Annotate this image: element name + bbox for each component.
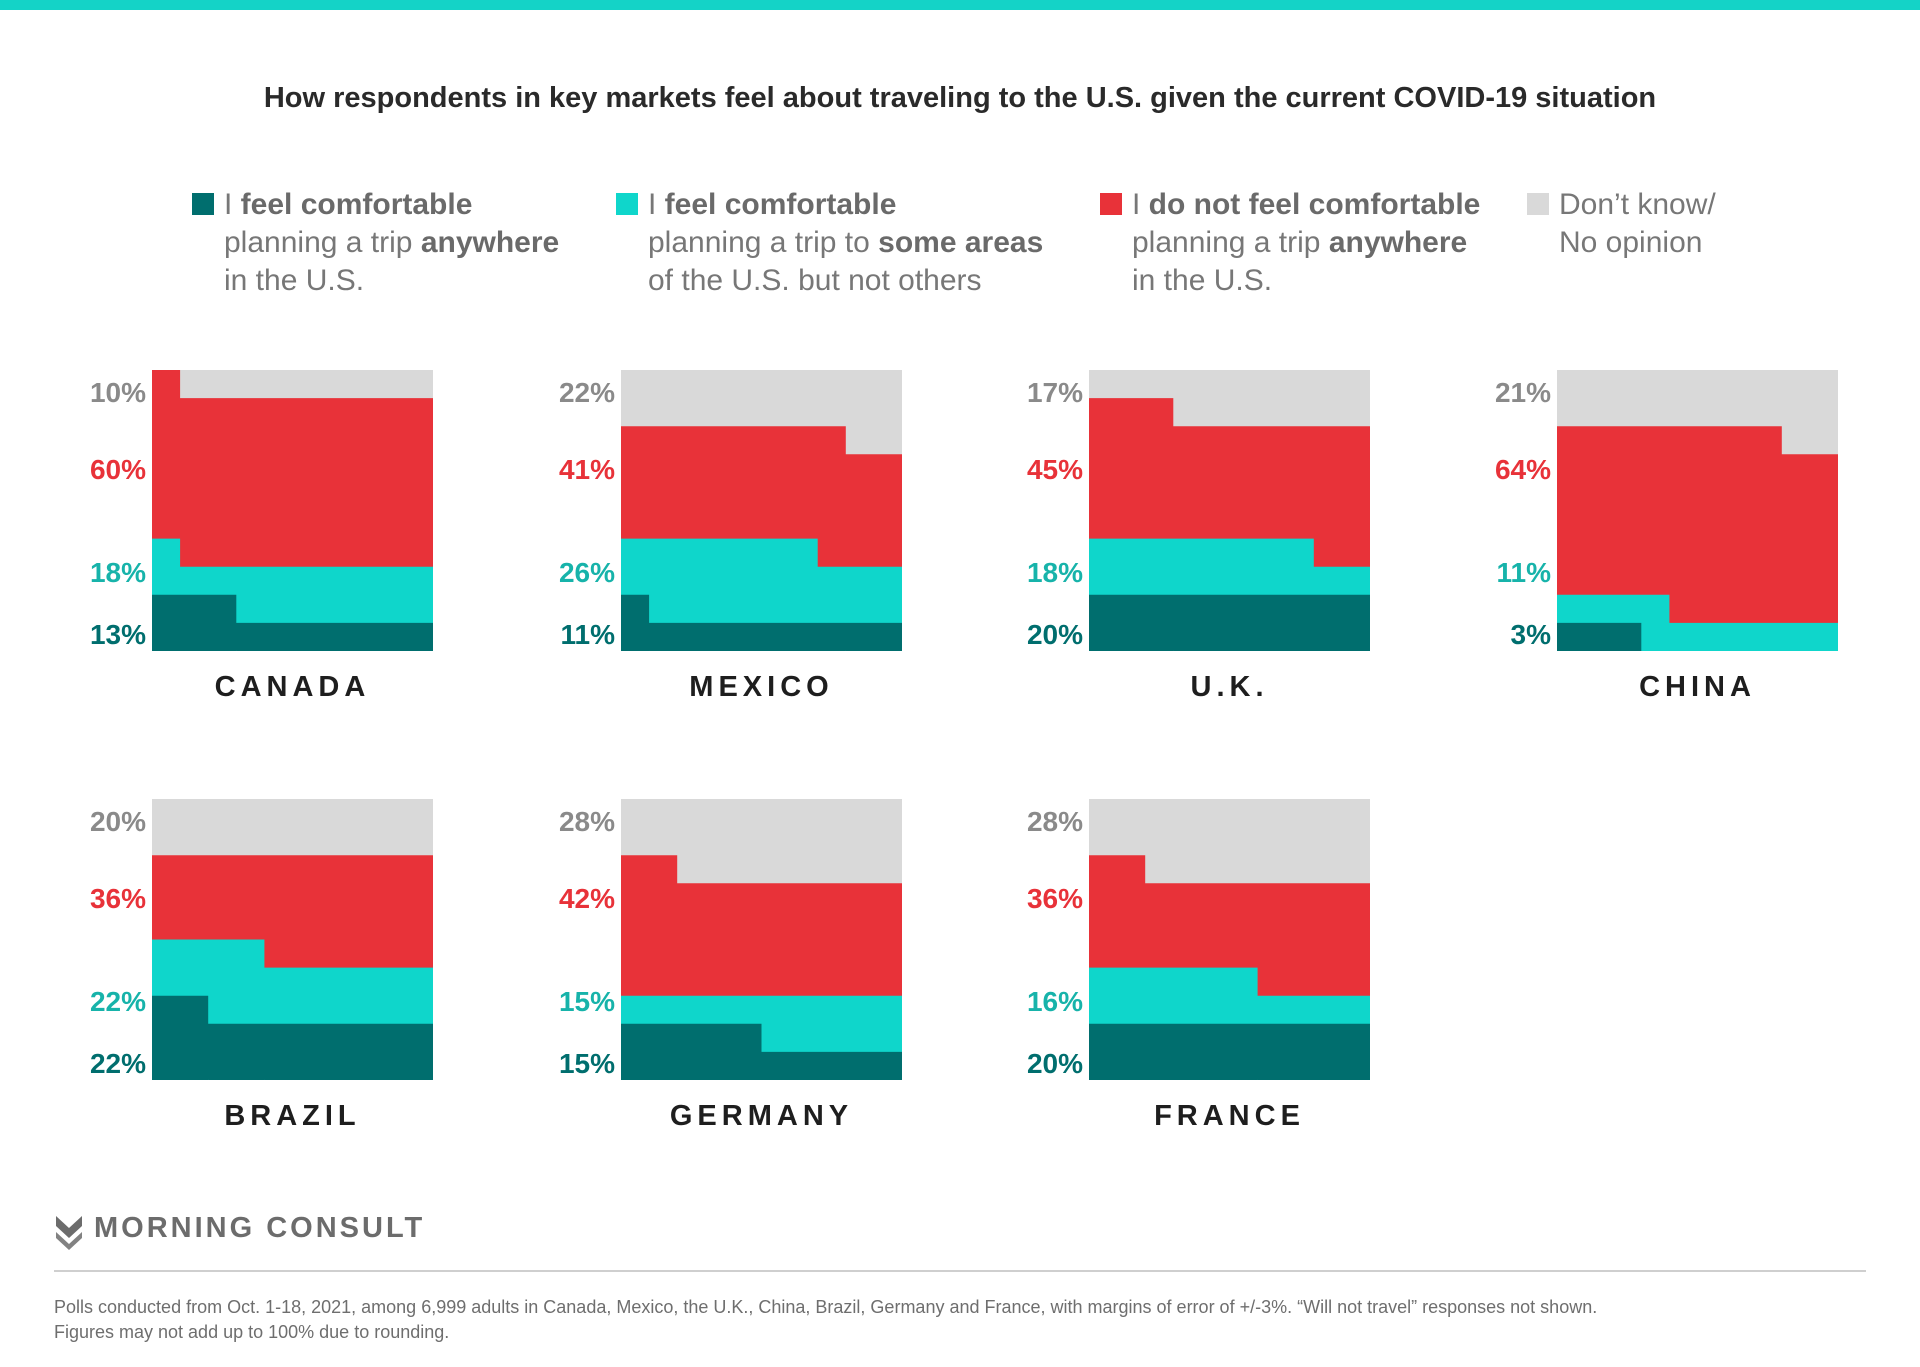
legend-label: Don’t know/No opinion <box>1559 188 1716 259</box>
panel-canada: 13% 18% 60% 10% CANADA <box>90 370 433 703</box>
value-label: 64% <box>1495 454 1551 485</box>
value-label: 20% <box>90 806 146 837</box>
value-label: 13% <box>90 619 146 650</box>
value-label: 10% <box>90 377 146 408</box>
panel-mexico: 11% 26% 41% 22% MEXICO <box>559 370 902 703</box>
area-anywhere <box>152 594 433 651</box>
value-label: 16% <box>1027 986 1083 1017</box>
area-anywhere <box>1089 594 1370 651</box>
panel-france: 20% 16% 36% 28% FRANCE <box>1027 799 1370 1132</box>
value-label: 28% <box>559 806 615 837</box>
legend-label: I feel comfortable planning a trip anywhe… <box>224 188 560 297</box>
legend-swatch-not <box>1100 193 1122 215</box>
value-label: 18% <box>1027 557 1083 588</box>
value-label: 26% <box>559 557 615 588</box>
value-label: 60% <box>90 454 146 485</box>
value-label: 22% <box>90 1048 146 1079</box>
area-anywhere <box>152 995 433 1080</box>
area-anywhere <box>621 594 902 651</box>
value-label: 17% <box>1027 377 1083 408</box>
legend-swatch-anywhere <box>192 193 214 215</box>
value-label: 15% <box>559 986 615 1017</box>
value-label: 42% <box>559 883 615 914</box>
panel-uk: 20% 18% 45% 17% U.K. <box>1027 370 1370 703</box>
legend-label: I feel comfortable planning a trip to som… <box>648 188 1044 297</box>
footer-divider <box>54 1270 1866 1272</box>
value-label: 41% <box>559 454 615 485</box>
value-label: 11% <box>1497 557 1552 588</box>
value-label: 36% <box>1027 883 1083 914</box>
top-accent-bar <box>0 0 1920 10</box>
panel-china: 3% 11% 64% 21% CHINA <box>1495 370 1838 703</box>
value-label: 45% <box>1027 454 1083 485</box>
footnote-line: Figures may not add up to 100% due to ro… <box>54 1322 450 1342</box>
value-label: 22% <box>90 986 146 1017</box>
market-name: CANADA <box>215 671 371 703</box>
panel-brazil: 22% 22% 36% 20% BRAZIL <box>90 799 433 1132</box>
market-name: FRANCE <box>1154 1100 1305 1132</box>
market-name: BRAZIL <box>224 1100 360 1132</box>
area-anywhere <box>1089 1023 1370 1080</box>
area-anywhere <box>1557 622 1642 651</box>
legend-swatch-some <box>616 193 638 215</box>
legend-label: I do not feel comfortable planning a trip… <box>1132 188 1481 297</box>
value-label: 28% <box>1027 806 1083 837</box>
value-label: 20% <box>1027 619 1083 650</box>
panel-germany: 15% 15% 42% 28% GERMANY <box>559 799 902 1132</box>
area-anywhere <box>621 1023 902 1080</box>
footnote-line: Polls conducted from Oct. 1-18, 2021, am… <box>54 1297 1598 1317</box>
legend-swatch-dk <box>1527 193 1549 215</box>
value-label: 18% <box>90 557 146 588</box>
value-label: 36% <box>90 883 146 914</box>
value-label: 22% <box>559 377 615 408</box>
market-name: U.K. <box>1191 671 1269 703</box>
footnote: Polls conducted from Oct. 1-18, 2021, am… <box>54 1295 1854 1345</box>
value-label: 20% <box>1027 1048 1083 1079</box>
value-label: 3% <box>1511 619 1552 650</box>
market-name: CHINA <box>1639 671 1756 703</box>
morning-consult-logo-icon <box>56 1216 82 1250</box>
value-label: 21% <box>1495 377 1551 408</box>
brand-name: MORNING CONSULT <box>94 1212 426 1244</box>
value-label: 15% <box>559 1048 615 1079</box>
market-name: GERMANY <box>670 1100 853 1132</box>
chart-title: How respondents in key markets feel abou… <box>263 82 1657 114</box>
value-label: 11% <box>561 619 616 650</box>
market-name: MEXICO <box>689 671 833 703</box>
